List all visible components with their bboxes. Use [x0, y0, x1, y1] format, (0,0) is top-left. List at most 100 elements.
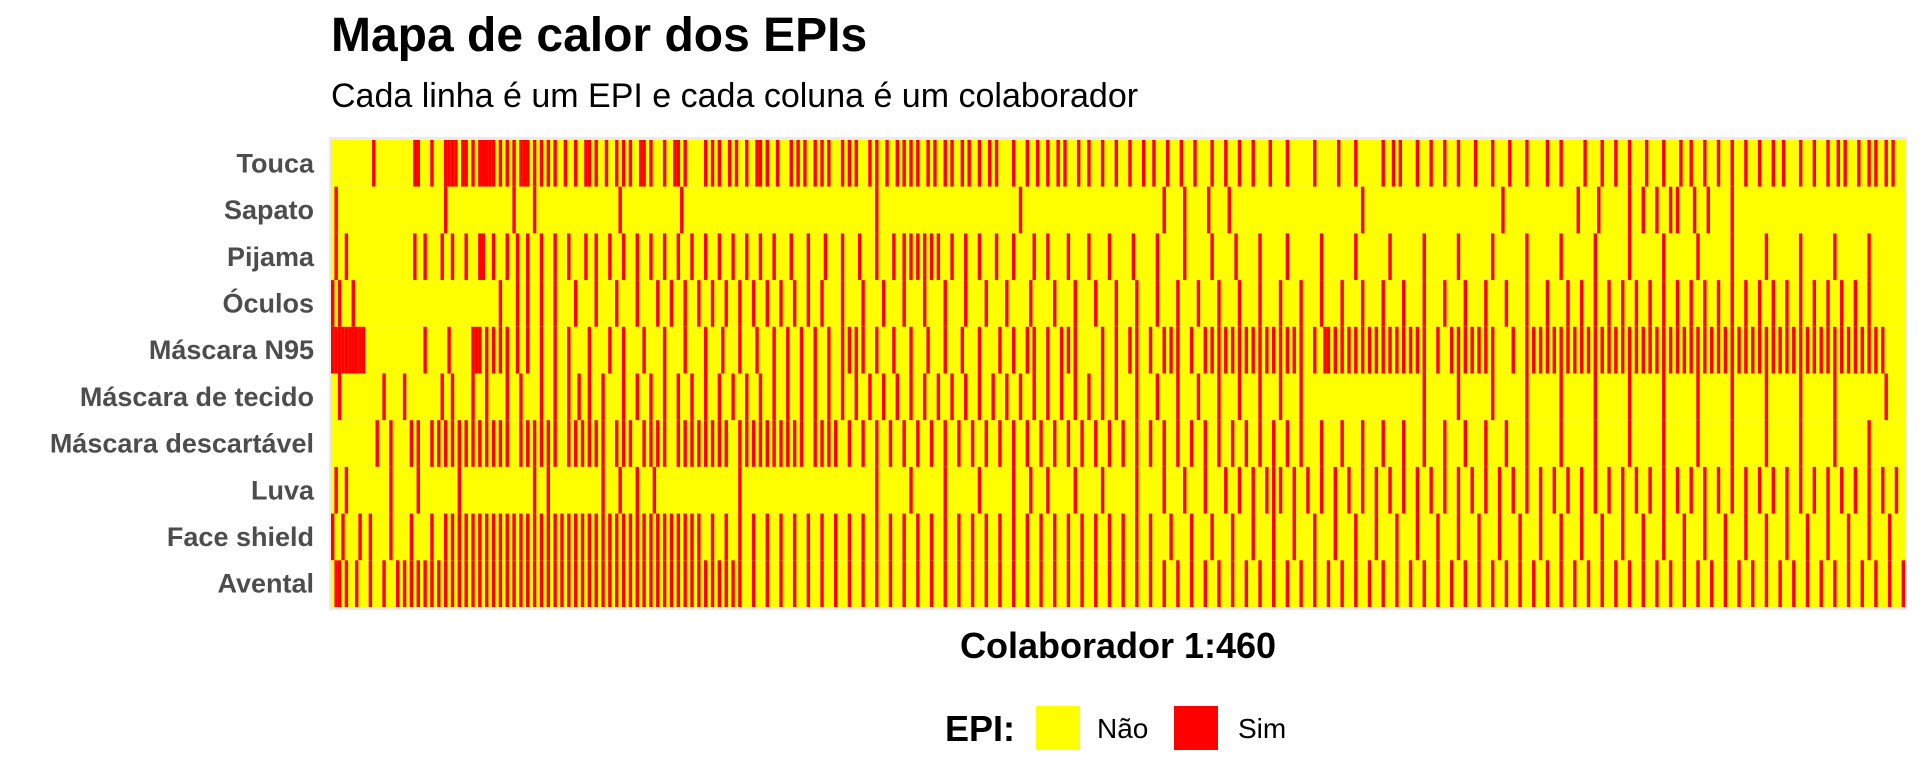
heatmap-cell — [334, 186, 338, 234]
heatmap-cell — [1559, 420, 1563, 467]
heatmap-cell — [505, 233, 509, 281]
heatmap-cell — [471, 420, 475, 467]
heatmap-cell — [1121, 513, 1125, 561]
heatmap-cell — [1497, 513, 1502, 561]
heatmap-cell — [943, 140, 947, 187]
heatmap-cell — [1087, 233, 1091, 281]
heatmap-cell — [1206, 186, 1211, 234]
heatmap-cell — [1422, 326, 1426, 374]
heatmap-cell — [1217, 326, 1221, 374]
heatmap-cell — [738, 280, 742, 327]
heatmap-cell — [656, 513, 660, 561]
heatmap-cell — [892, 233, 896, 281]
heatmap-cell — [601, 466, 605, 514]
heatmap-cell — [621, 513, 626, 561]
heatmap-cell — [751, 513, 756, 561]
heatmap-cell — [1313, 326, 1317, 374]
heatmap-cell — [1415, 140, 1420, 187]
heatmap-cell — [1891, 140, 1895, 187]
heatmap-cell — [1087, 140, 1091, 187]
heatmap-cell — [1217, 420, 1221, 467]
heatmap-cell — [1579, 513, 1584, 561]
heatmap-cell — [1576, 186, 1580, 234]
heatmap-cell — [710, 513, 715, 561]
heatmap-cell — [1176, 560, 1180, 607]
heatmap-cell — [1655, 186, 1659, 234]
heatmap-cell — [950, 373, 954, 421]
heatmap-cell — [498, 326, 503, 374]
heatmap-cell — [1176, 373, 1180, 421]
heatmap-cell — [498, 420, 503, 467]
heatmap-cell — [909, 326, 913, 374]
heatmap-cell — [1135, 466, 1139, 514]
heatmap-cell — [587, 140, 592, 187]
heatmap-cell — [1189, 326, 1194, 374]
heatmap-cell — [532, 140, 537, 187]
heatmap-cell — [987, 140, 992, 187]
heatmap-cell — [1621, 280, 1625, 327]
heatmap-cell — [484, 373, 489, 421]
heatmap-cell — [1887, 513, 1892, 561]
heatmap-cell — [840, 373, 845, 421]
heatmap-cell — [1668, 560, 1673, 607]
heatmap-cell — [902, 140, 906, 187]
heatmap-cell — [515, 326, 520, 374]
heatmap-cell — [1744, 140, 1748, 187]
heatmap-cell — [1846, 560, 1851, 607]
heatmap-cell — [1360, 420, 1365, 467]
heatmap-cell — [389, 513, 393, 561]
heatmap-cell — [563, 140, 568, 187]
heatmap-cell — [1501, 186, 1505, 234]
heatmap-cell — [703, 560, 708, 607]
heatmap-cell — [703, 233, 708, 281]
heatmap-cell — [615, 280, 619, 327]
heatmap-cell — [1621, 513, 1625, 561]
heatmap-cell — [1778, 326, 1782, 374]
heatmap-cell — [998, 560, 1002, 607]
heatmap-cell — [1402, 420, 1406, 467]
heatmap-cell — [772, 233, 776, 281]
heatmap-cell — [553, 280, 557, 327]
heatmap-cell — [888, 560, 893, 607]
heatmap-cell — [587, 420, 592, 467]
heatmap-cell — [1080, 560, 1084, 607]
heatmap-cell — [652, 466, 657, 514]
heatmap-cell — [1463, 280, 1468, 327]
heatmap-cell — [1627, 233, 1632, 281]
heatmap-cell — [943, 466, 947, 514]
heatmap-cell — [1135, 420, 1139, 467]
heatmap-cell — [1538, 513, 1543, 561]
heatmap-cell — [1504, 420, 1509, 467]
heatmap-cell — [1313, 140, 1317, 187]
heatmap-cell — [1703, 513, 1707, 561]
heatmap-cell — [450, 373, 455, 421]
heatmap-cell — [1737, 560, 1741, 607]
heatmap-cell — [515, 280, 520, 327]
heatmap-cell — [1798, 233, 1803, 281]
heatmap-cell — [1244, 560, 1249, 607]
heatmap-cell — [1196, 280, 1201, 327]
heatmap-cell — [926, 326, 930, 374]
heatmap-cell — [1716, 140, 1721, 187]
heatmap-cell — [1415, 466, 1420, 514]
heatmap-cell — [1662, 326, 1666, 374]
heatmap-cell — [1244, 420, 1249, 467]
heatmap-cell — [484, 560, 489, 607]
heatmap-cell — [960, 326, 965, 374]
heatmap-cell — [1812, 280, 1817, 327]
heatmap-cell — [1306, 466, 1310, 514]
y-tick-label: Óculos — [222, 288, 314, 319]
heatmap-cell — [1662, 420, 1666, 467]
heatmap-cell — [382, 560, 386, 607]
heatmap-cell — [567, 420, 571, 467]
heatmap-cell — [1319, 466, 1324, 514]
heatmap-cell — [727, 140, 732, 187]
heatmap-cell — [1265, 326, 1269, 374]
heatmap-cell — [984, 560, 988, 607]
heatmap-cell — [1258, 420, 1262, 467]
heatmap-cell — [608, 326, 612, 374]
heatmap-cell — [970, 560, 975, 607]
heatmap-cell — [1271, 420, 1276, 467]
heatmap-cell — [690, 513, 694, 561]
heatmap-cell — [1826, 280, 1830, 327]
